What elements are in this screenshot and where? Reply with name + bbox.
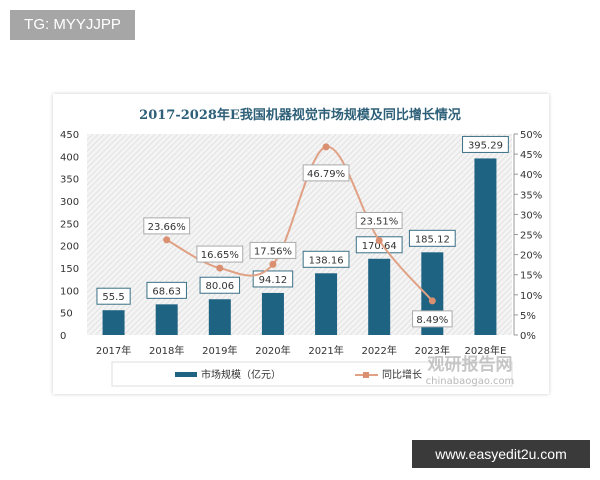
chart-title: 2017-2028年E我国机器视觉市场规模及同比增长情况 [139, 107, 461, 123]
left-tick-label: 150 [60, 264, 79, 275]
x-tick-label: 2023年 [415, 344, 450, 357]
bar-data-label: 138.16 [309, 255, 344, 266]
bar [208, 299, 231, 335]
left-tick-label: 100 [60, 286, 79, 297]
growth-point [216, 264, 224, 272]
bar-data-label-box [408, 229, 456, 247]
growth-point [269, 260, 277, 268]
right-tick-label: 15% [520, 271, 542, 282]
growth-point [322, 143, 330, 151]
line-data-label-box [412, 310, 453, 328]
bar-data-label: 80.06 [205, 281, 234, 292]
bar [155, 304, 178, 335]
legend-line-marker [363, 372, 369, 378]
bar [474, 158, 497, 335]
logo-name: 观研报告网 [427, 354, 513, 375]
line-data-label: 46.79% [307, 169, 345, 180]
right-tick-label: 50% [520, 130, 542, 141]
right-tick-label: 45% [520, 150, 542, 161]
line-data-label: 16.65% [201, 250, 239, 261]
x-tick-label: 2019年 [202, 344, 237, 357]
watermark: www.easyedit2u.com [412, 440, 590, 468]
right-tick-label: 25% [520, 231, 542, 242]
bar-data-label-box [462, 135, 509, 153]
left-tick-label: 50 [60, 309, 73, 320]
bar-data-label: 185.12 [415, 234, 450, 245]
bar-data-label: 55.5 [102, 292, 124, 303]
left-tick-label: 450 [60, 130, 79, 141]
right-tick-label: 35% [520, 190, 542, 201]
x-tick-label: 2018年 [149, 344, 184, 357]
legend-bar-label: 市场规模（亿元） [201, 368, 281, 381]
bar-data-label: 68.63 [152, 286, 181, 297]
bar [102, 310, 125, 335]
x-tick-label: 2020年 [255, 344, 290, 357]
growth-point [428, 297, 436, 305]
tag-label: TG: MYYJJPP [10, 10, 135, 40]
bar-data-label-box [252, 270, 294, 288]
right-tick-label: 20% [520, 251, 542, 262]
left-tick-label: 400 [60, 152, 79, 163]
legend-line-label: 同比增长 [382, 368, 422, 381]
bar-data-label-box [302, 250, 350, 268]
bar-data-label: 170.64 [362, 241, 397, 252]
bar-data-label-box [146, 281, 187, 299]
bar [261, 292, 284, 335]
right-tick-label: 10% [520, 291, 542, 302]
x-tick-label: 2017年 [96, 344, 131, 357]
right-tick-label: 5% [520, 311, 536, 322]
bar-data-label: 94.12 [259, 275, 288, 286]
right-tick-label: 40% [520, 170, 542, 181]
line-data-label: 8.49% [416, 315, 448, 326]
right-tick-label: 0% [520, 331, 536, 342]
line-data-label-box [249, 241, 297, 259]
line-data-label-box [302, 164, 350, 182]
legend-bar-swatch [175, 372, 197, 377]
left-tick-label: 0 [60, 331, 66, 342]
growth-point [163, 236, 171, 244]
line-data-label-box [143, 217, 191, 235]
growth-point [375, 236, 383, 244]
left-tick-label: 350 [60, 175, 79, 186]
left-tick-label: 200 [60, 242, 79, 253]
right-tick-label: 30% [520, 210, 542, 221]
bar-data-label-box [199, 276, 241, 294]
bar [368, 258, 391, 335]
bar-data-label-box [355, 236, 403, 254]
bar-data-label: 395.29 [468, 140, 503, 151]
line-data-label-box [355, 211, 403, 229]
x-tick-label: 2022年 [361, 344, 396, 357]
left-tick-label: 300 [60, 197, 79, 208]
logo-url: chinabaogao.com [426, 376, 515, 387]
x-tick-label: 2021年 [308, 344, 343, 357]
bar-data-label-box [96, 287, 131, 305]
x-tick-label: 2028年E [465, 344, 507, 357]
line-data-label: 23.66% [148, 222, 186, 233]
line-data-label: 17.56% [254, 246, 292, 257]
line-data-label: 23.51% [360, 216, 398, 227]
left-tick-label: 250 [60, 219, 79, 230]
line-data-label-box [196, 245, 244, 263]
bar [315, 273, 338, 335]
